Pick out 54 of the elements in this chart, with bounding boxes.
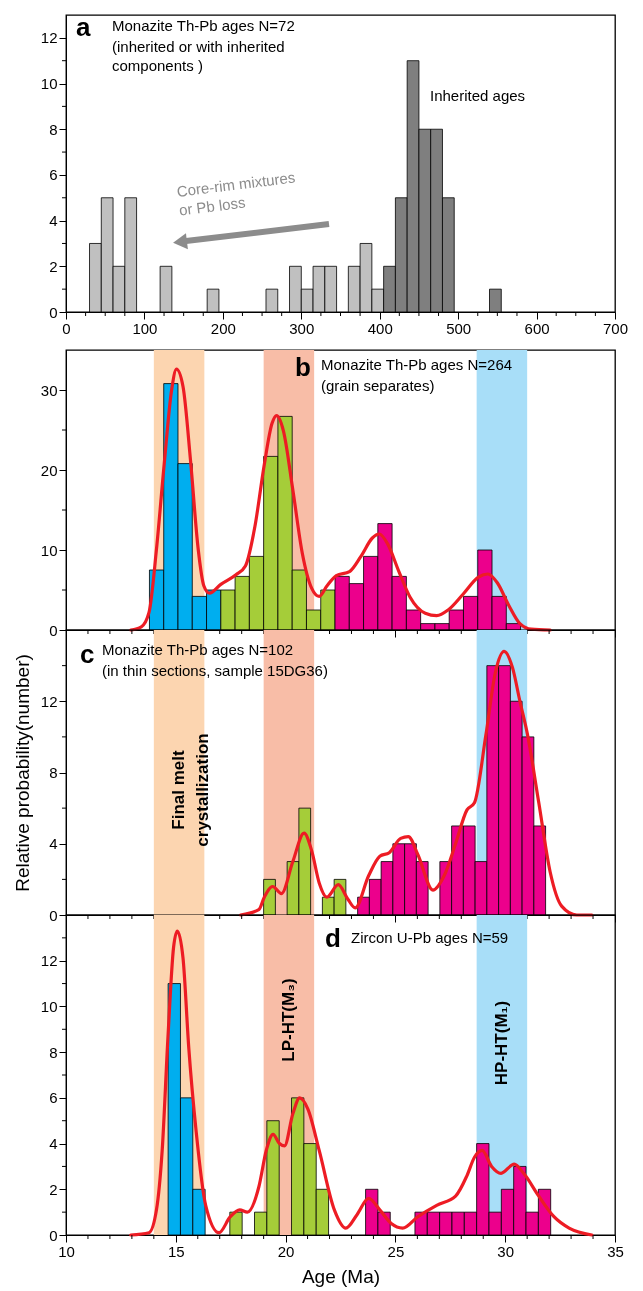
x-tick-label: 500 — [446, 319, 472, 337]
annotation: b — [295, 352, 311, 382]
band-label: HP-HT(M₁) — [491, 1000, 511, 1086]
text: Zircon U-Pb ages N=59 — [351, 929, 509, 946]
annotation: Inherited ages — [430, 87, 526, 104]
text: (inherited or with inherited components ) — [112, 38, 285, 74]
text: (in thin sections, sample 15DG36) — [102, 662, 328, 679]
y-tick-label: 8 — [49, 764, 58, 781]
y-tick-label: 20 — [40, 461, 58, 479]
annotation: c — [80, 639, 95, 669]
x-tick-label: 30 — [497, 1242, 515, 1260]
y-tick-label: 2 — [49, 257, 58, 275]
y-axis-title: Relative probability(number) — [11, 654, 33, 892]
x-tick-label: 200 — [210, 319, 236, 337]
y-tick-label: 4 — [49, 835, 58, 853]
x-tick-label: 35 — [607, 1242, 624, 1260]
band-label: LP-HT(M₃) — [278, 978, 298, 1062]
y-tick-label: 0 — [49, 621, 58, 639]
line-series — [129, 929, 594, 1237]
annotation: d — [325, 923, 341, 953]
x-tick-label: 600 — [524, 319, 550, 337]
x-tick-label: 700 — [602, 319, 629, 337]
y-tick-label: 30 — [40, 381, 58, 399]
chart-title: Monazite Th-Pb ages N=72 — [112, 17, 295, 34]
annotation: Core-rim mixtures or Pb loss — [175, 168, 297, 219]
y-tick-label: 12 — [40, 692, 58, 710]
y-tick-label: 0 — [49, 303, 58, 321]
x-tick-label: 0 — [62, 319, 71, 337]
y-tick-label: 10 — [40, 75, 58, 93]
annotation: a — [76, 12, 91, 42]
x-tick-label: 20 — [277, 1242, 295, 1260]
y-tick-label: 0 — [49, 906, 58, 924]
y-tick-label: 12 — [40, 952, 58, 970]
y-tick-label: 8 — [49, 1043, 58, 1061]
y-tick-label: 10 — [40, 997, 58, 1015]
y-tick-label: 6 — [49, 166, 58, 184]
x-tick-label: 25 — [387, 1242, 405, 1260]
y-tick-label: 0 — [49, 1226, 58, 1244]
x-tick-label: 400 — [367, 319, 393, 337]
x-tick-label: 15 — [167, 1242, 185, 1260]
y-tick-label: 12 — [40, 29, 58, 47]
y-tick-label: 10 — [40, 541, 58, 559]
y-tick-label: 2 — [49, 1180, 58, 1198]
text: (grain separates) — [321, 377, 435, 394]
x-tick-label: 100 — [132, 319, 158, 337]
y-tick-label: 6 — [49, 1089, 58, 1107]
band-label: Final melt crystallization — [169, 733, 213, 847]
y-tick-label: 8 — [49, 120, 58, 138]
x-axis-title: Age (Ma) — [301, 1265, 381, 1287]
y-tick-label: 4 — [49, 1135, 58, 1153]
text: Monazite Th-Pb ages N=102 — [102, 641, 294, 658]
x-tick-label: 300 — [289, 319, 315, 337]
chart-title: Monazite Th-Pb ages N=264 — [321, 356, 513, 373]
y-tick-label: 4 — [49, 212, 58, 230]
